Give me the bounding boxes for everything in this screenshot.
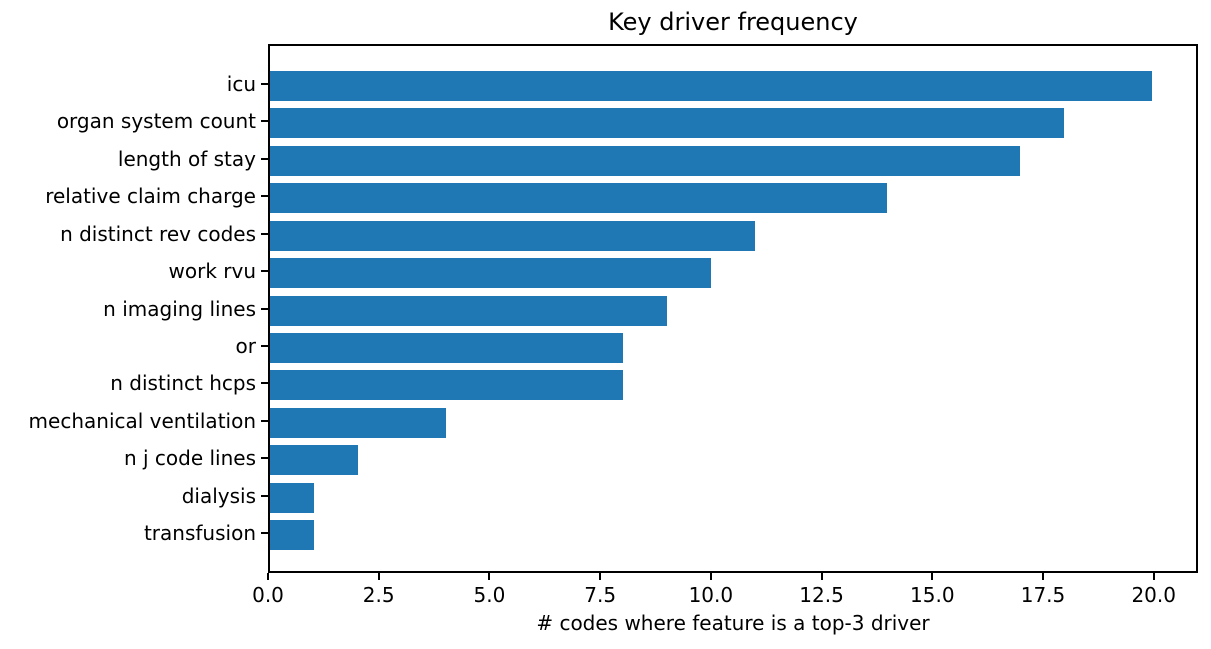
y-tick-label-organ-system-count: organ system count [56, 109, 256, 134]
y-tick-label-n-distinct-hcps: n distinct hcps [110, 371, 256, 396]
y-tick-mark [261, 307, 268, 310]
y-tick-label-work-rvu: work rvu [168, 259, 257, 284]
bar-n-j-code-lines [270, 445, 359, 476]
x-tick-label-5.0: 5.0 [473, 583, 506, 607]
bar-or [270, 332, 623, 363]
bar-n-imaging-lines [270, 295, 667, 326]
x-tick-mark [1042, 573, 1044, 580]
y-tick-mark [261, 344, 268, 347]
x-tick-label-17.5: 17.5 [1020, 583, 1066, 607]
bar-relative-claim-charge [270, 183, 888, 214]
y-tick-mark [261, 120, 268, 123]
y-tick-mark [261, 195, 268, 198]
x-axis-label: # codes where feature is a top-3 driver [536, 611, 930, 635]
y-tick-label-length-of-stay: length of stay [117, 146, 256, 171]
x-tick-mark [1152, 573, 1155, 580]
y-tick-label-relative-claim-charge: relative claim charge [45, 184, 256, 209]
bar-n-distinct-rev-codes [270, 220, 756, 251]
bar-icu [270, 71, 1152, 101]
y-tick-mark [261, 494, 268, 497]
y-tick-mark [261, 382, 268, 385]
x-tick-mark [377, 573, 380, 580]
y-tick-mark [261, 419, 268, 422]
x-tick-label-10.0: 10.0 [688, 583, 734, 607]
y-tick-label-n-j-code-lines: n j code lines [123, 446, 256, 471]
y-tick-mark [261, 232, 268, 235]
x-tick-mark [709, 573, 712, 580]
x-tick-label-12.5: 12.5 [799, 583, 844, 607]
y-tick-label-mechanical-ventilation: mechanical ventilation [28, 408, 256, 433]
y-tick-label-or: or [235, 333, 256, 358]
y-tick-label-n-distinct-rev-codes: n distinct rev codes [60, 221, 256, 246]
bar-mechanical-ventilation [270, 407, 447, 438]
y-tick-label-transfusion: transfusion [143, 521, 256, 545]
bar-dialysis [270, 482, 315, 513]
bar-work-rvu [270, 258, 711, 289]
x-tick-mark [267, 573, 269, 580]
chart-title: Key driver frequency [608, 8, 858, 36]
y-tick-mark [261, 83, 268, 85]
x-tick-label-7.5: 7.5 [584, 583, 617, 607]
x-tick-label-20.0: 20.0 [1131, 583, 1176, 607]
y-tick-mark [261, 532, 268, 534]
y-tick-mark [261, 457, 268, 460]
bar-organ-system-count [270, 108, 1064, 139]
y-tick-mark [261, 157, 268, 160]
x-tick-mark [488, 573, 491, 580]
y-tick-label-dialysis: dialysis [181, 483, 256, 508]
x-tick-label-2.5: 2.5 [362, 583, 395, 607]
y-tick-label-n-imaging-lines: n imaging lines [103, 296, 256, 321]
x-tick-mark [931, 573, 934, 580]
x-tick-mark [820, 573, 823, 580]
bar-transfusion [270, 520, 315, 550]
x-tick-mark [599, 573, 602, 580]
plot-area [268, 44, 1198, 573]
bar-n-distinct-hcps [270, 370, 623, 401]
y-tick-label-icu: icu [226, 72, 256, 96]
x-tick-label-0.0: 0.0 [252, 583, 284, 607]
bar-length-of-stay [270, 145, 1020, 176]
x-tick-label-15.0: 15.0 [910, 583, 955, 607]
y-tick-mark [261, 270, 268, 273]
